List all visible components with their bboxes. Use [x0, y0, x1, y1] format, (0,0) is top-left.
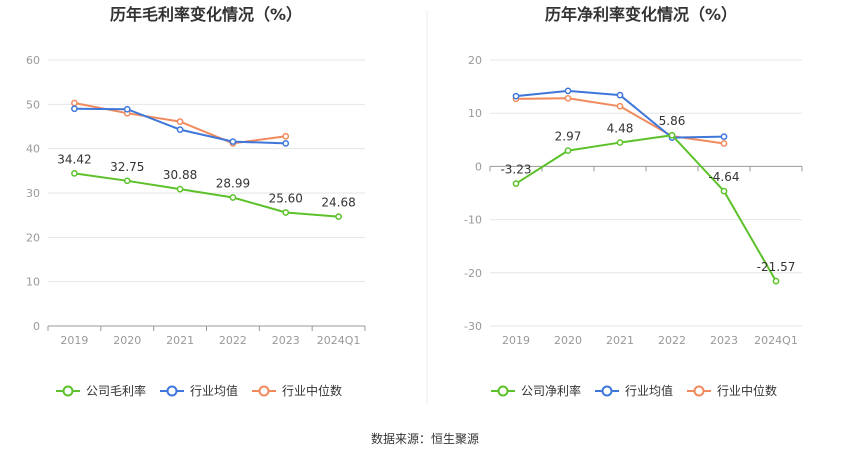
chart-net-margin: 历年净利率变化情况（%） -30 -20 -10 0 10 20 2019 2020 2021 20… — [464, 5, 803, 398]
y-tick-label: 10 — [468, 107, 482, 120]
data-point-industry_median — [616, 102, 624, 110]
data-label: 2.97 — [555, 130, 582, 144]
legend-item: 公司毛利率 — [56, 383, 146, 398]
x-tick-label: 2024Q1 — [754, 334, 798, 347]
legend-label: 行业均值 — [190, 383, 238, 398]
x-tick-label: 2021 — [606, 334, 634, 347]
data-label: 32.75 — [110, 160, 144, 174]
y-tick-label: 0 — [475, 160, 482, 173]
data-point-company — [123, 177, 131, 185]
data-point-company — [282, 209, 290, 216]
x-tick-label: 2024Q1 — [317, 334, 361, 347]
data-point-industry_avg — [512, 92, 520, 100]
data-label: 28.99 — [216, 176, 250, 190]
y-tick-label: -10 — [464, 214, 482, 227]
legend-label: 公司毛利率 — [86, 383, 146, 398]
data-label: 5.86 — [659, 114, 686, 128]
data-label: -4.64 — [708, 170, 739, 184]
data-point-company — [512, 180, 520, 187]
x-tick-label: 2020 — [113, 334, 141, 347]
y-tick-label: -30 — [464, 320, 482, 333]
legend-label: 行业中位数 — [282, 383, 342, 398]
chart-title: 历年毛利率变化情况（%） — [110, 5, 302, 24]
x-tick-label: 2022 — [658, 334, 686, 347]
y-tick-label: 20 — [26, 231, 40, 244]
y-tick-label: 30 — [26, 187, 40, 200]
data-point-industry_median — [282, 132, 290, 140]
legend-swatch-marker — [693, 385, 705, 397]
data-point-company — [335, 213, 342, 220]
data-label: 30.88 — [163, 168, 197, 182]
y-tick-label: 10 — [26, 276, 40, 289]
x-tick-label: 2023 — [710, 334, 738, 347]
data-source-note: 数据来源：恒生聚源 — [370, 432, 479, 446]
chart-title: 历年净利率变化情况（%） — [545, 5, 737, 24]
data-point-company — [668, 131, 676, 139]
x-tick-label: 2022 — [219, 334, 247, 347]
legend-swatch-marker — [62, 385, 74, 397]
data-point-company — [229, 194, 237, 201]
legend-label: 行业中位数 — [717, 383, 777, 398]
legend-item: 行业中位数 — [252, 383, 342, 398]
legend-item: 行业中位数 — [687, 383, 777, 398]
y-tick-label: 40 — [26, 143, 40, 156]
data-point-company — [71, 170, 78, 177]
x-tick-label: 2023 — [272, 334, 300, 347]
data-label: 4.48 — [607, 122, 634, 136]
data-point-industry_median — [71, 99, 78, 107]
data-point-company — [720, 187, 728, 195]
series-line-company — [74, 172, 339, 218]
y-tick-label: 20 — [468, 54, 482, 67]
legend-swatch-marker — [166, 385, 178, 397]
series-line-industry_avg — [74, 107, 286, 145]
data-label: 24.68 — [321, 196, 355, 210]
data-point-industry_avg — [176, 126, 184, 133]
data-point-company — [616, 139, 624, 146]
data-point-industry_avg — [229, 138, 237, 145]
x-tick-label: 2019 — [60, 334, 88, 347]
legend-label: 公司净利率 — [521, 383, 581, 398]
data-point-industry_avg — [71, 105, 78, 113]
data-point-industry_avg — [282, 139, 290, 147]
x-tick-label: 2020 — [554, 334, 582, 347]
data-label: -3.23 — [500, 163, 531, 177]
legend-swatch-marker — [497, 385, 509, 397]
data-point-company — [564, 147, 572, 154]
data-point-industry_median — [720, 140, 728, 147]
legend-item: 行业均值 — [160, 383, 238, 398]
chart-gross-margin: 历年毛利率变化情况（%） 0 10 20 30 40 50 60 2019 2020 2021 202… — [26, 5, 366, 398]
data-point-industry_median — [176, 118, 184, 125]
data-point-company — [176, 185, 184, 193]
series-line-company — [515, 134, 777, 282]
data-point-industry_avg — [123, 105, 131, 113]
x-tick-label: 2019 — [502, 334, 530, 347]
y-tick-label: 0 — [33, 320, 40, 333]
legend-item: 公司净利率 — [491, 383, 581, 398]
data-label: -21.57 — [757, 260, 796, 274]
data-label: 34.42 — [57, 152, 91, 166]
legend-swatch-marker — [601, 385, 613, 397]
x-tick-label: 2021 — [166, 334, 194, 347]
data-label: 25.60 — [269, 192, 303, 206]
legend-swatch-marker — [258, 385, 270, 397]
legend-label: 行业均值 — [625, 383, 673, 398]
data-point-company — [772, 277, 780, 285]
data-point-industry_avg — [720, 133, 728, 140]
legend-item: 行业均值 — [595, 383, 673, 398]
data-point-industry_avg — [564, 87, 572, 95]
y-tick-label: -20 — [464, 267, 482, 280]
y-tick-label: 60 — [26, 54, 40, 67]
data-point-industry_avg — [616, 91, 624, 99]
data-point-industry_median — [564, 94, 572, 102]
y-tick-label: 50 — [26, 98, 40, 111]
